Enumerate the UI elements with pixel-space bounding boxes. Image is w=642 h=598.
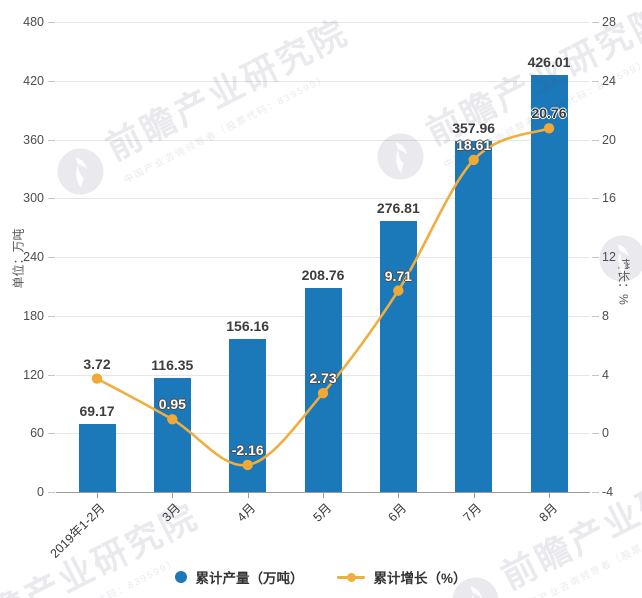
- line-value-label: -2.16: [231, 441, 264, 458]
- right-tick: [592, 139, 599, 141]
- bar: [379, 220, 417, 492]
- watermark-text: 前瞻产业研究院: [100, 12, 356, 169]
- right-tick: [592, 198, 599, 200]
- bar-value-label: 208.76: [301, 266, 345, 283]
- line-value-label: 2.73: [309, 370, 337, 387]
- left-tick: [48, 139, 55, 141]
- y-left-tick-label: 480: [23, 15, 44, 29]
- bar: [153, 378, 191, 492]
- x-tick-label-text: 8月: [536, 500, 560, 525]
- right-tick: [592, 22, 599, 23]
- y-left-tick-label: 420: [23, 73, 44, 88]
- y-left-tick-label: 360: [23, 132, 44, 147]
- x-tick-label-text: 2019年1-2月: [47, 500, 108, 561]
- y-right-tick-label: 8: [602, 308, 609, 323]
- legend-label-production: 累计产量（万吨）: [195, 571, 304, 586]
- y-right-tick-label: 16: [602, 191, 616, 206]
- bar: [455, 141, 493, 492]
- bar-value-label: 276.81: [376, 199, 420, 216]
- line-value-label: 9.71: [384, 267, 412, 284]
- watermark-text: 前瞻产业研究院: [638, 92, 642, 258]
- bar-value-label: 426.01: [527, 53, 571, 70]
- left-tick: [48, 257, 55, 258]
- x-tick: [549, 493, 550, 498]
- bar-value-label: 69.17: [79, 403, 115, 420]
- right-tick: [592, 374, 599, 376]
- x-tick: [323, 493, 324, 498]
- legend: 累计产量（万吨） 累计增长（%）: [0, 567, 642, 587]
- legend-item-growth[interactable]: 累计增长（%）: [337, 567, 467, 587]
- y-left-tick-label: 180: [23, 308, 44, 323]
- y-right-tick-label: 20: [602, 132, 616, 147]
- bar: [229, 339, 267, 492]
- line-value-label: 3.72: [83, 355, 111, 372]
- line-value-label: 18.61: [456, 136, 492, 153]
- left-tick: [48, 492, 55, 493]
- y-right-tick-label: 12: [602, 250, 616, 264]
- x-tick-label-text: 6月: [385, 500, 410, 525]
- right-tick: [592, 315, 599, 317]
- x-tick-label-text: 4月: [234, 500, 259, 525]
- watermark-logo-icon: [377, 133, 424, 180]
- watermark: 前瞻产业研究院 中国产业咨询领导者（股票代码：839599）: [45, 5, 365, 213]
- x-tick-label-text: 7月: [460, 500, 485, 525]
- x-tick-label-text: 3月: [159, 500, 184, 525]
- line-value-label: 20.76: [531, 105, 567, 122]
- y-left-tick-label: 300: [23, 191, 44, 206]
- y-left-tick-label: 60: [30, 426, 44, 441]
- y-right-tick-label: 24: [602, 73, 616, 88]
- right-tick: [592, 433, 599, 435]
- bar: [530, 74, 568, 492]
- gridline: [56, 198, 590, 200]
- left-tick: [48, 198, 55, 200]
- left-axis-title: 单位：万吨: [11, 228, 26, 289]
- left-tick: [48, 22, 55, 23]
- watermark-subtext: 中国产业咨询领导者（股票代码：839599）: [122, 72, 330, 186]
- right-tick: [592, 257, 599, 258]
- left-tick: [48, 433, 55, 435]
- legend-circle-marker-icon: [175, 571, 188, 583]
- y-right-tick-label: 0: [602, 426, 609, 441]
- bar-value-label: 116.35: [151, 357, 194, 374]
- right-axis-title: 增长：%: [616, 258, 631, 305]
- y-right-tick-label: 28: [602, 15, 616, 29]
- x-tick: [247, 493, 249, 498]
- watermark-logo-icon: [57, 148, 104, 195]
- gridline: [56, 22, 590, 23]
- right-tick: [592, 80, 599, 82]
- bar-value-label: 156.16: [226, 318, 270, 335]
- gridline: [56, 139, 590, 141]
- gridline: [56, 257, 590, 258]
- x-tick: [398, 493, 400, 498]
- gridline: [56, 80, 590, 82]
- x-tick: [473, 493, 475, 498]
- left-tick: [48, 315, 55, 317]
- y-left-tick-label: 120: [23, 367, 44, 382]
- bar: [78, 424, 116, 492]
- line-value-label: 0.95: [158, 396, 186, 413]
- left-tick: [48, 80, 55, 82]
- legend-line-marker-icon: [337, 572, 366, 582]
- y-right-tick-label: -4: [602, 485, 614, 499]
- y-left-tick-label: 0: [37, 485, 44, 499]
- bar: [304, 287, 342, 492]
- x-tick-label-text: 5月: [310, 500, 334, 525]
- x-tick: [97, 493, 98, 498]
- legend-item-production[interactable]: 累计产量（万吨）: [175, 567, 303, 587]
- y-right-tick-label: 4: [602, 367, 609, 382]
- x-tick: [172, 493, 174, 498]
- left-tick: [48, 374, 55, 376]
- bar-value-label: 357.96: [452, 120, 496, 137]
- y-left-tick-label: 240: [23, 250, 44, 264]
- x-axis-line: [56, 492, 590, 493]
- right-tick: [592, 492, 599, 493]
- legend-label-growth: 累计增长（%）: [373, 571, 467, 586]
- watermark: 前瞻产业研究院 中国产业咨询领导者（股票代码：839599）: [365, 0, 642, 197]
